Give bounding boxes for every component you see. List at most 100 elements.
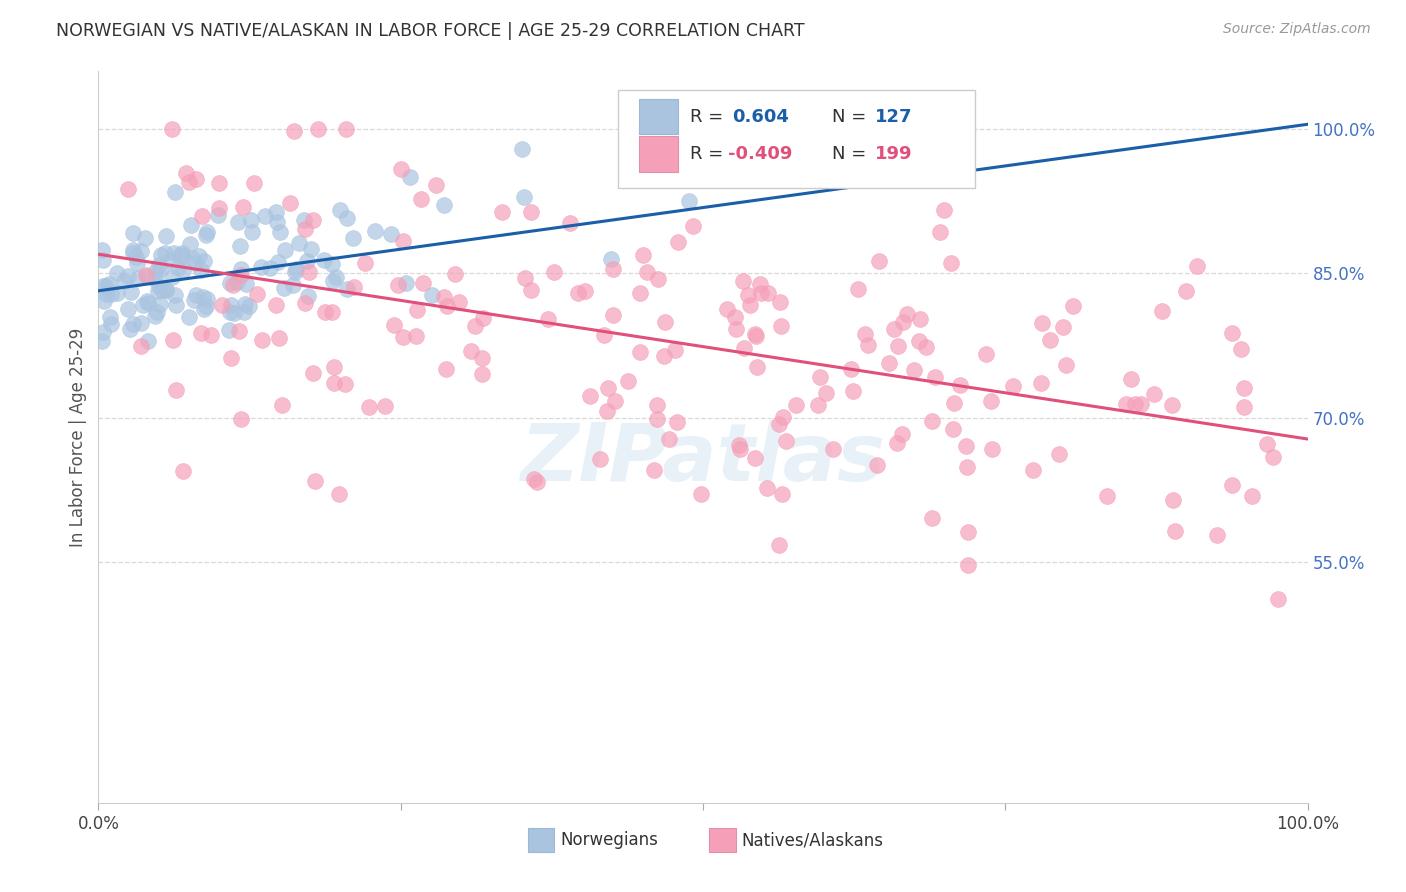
Point [91,244,114,258]
Point [150,283,173,297]
Point [491,205,513,219]
Point [180,218,202,232]
Point [1174,284,1197,298]
Point [636,265,658,279]
Point [163,245,186,260]
Point [560,216,582,230]
Point [125,256,148,270]
Point [297,288,319,302]
Point [406,303,429,318]
Point [266,298,288,312]
Point [605,394,627,409]
Point [807,398,830,412]
Text: R =: R = [690,108,728,126]
Point [471,351,494,365]
Point [678,194,700,208]
Text: NORWEGIAN VS NATIVE/ALASKAN IN LABOR FORCE | AGE 25-29 CORRELATION CHART: NORWEGIAN VS NATIVE/ALASKAN IN LABOR FOR… [56,22,804,40]
Point [163,185,186,199]
Point [193,302,215,317]
Point [980,442,1002,456]
Point [724,310,747,324]
Point [737,288,759,302]
Point [447,295,470,310]
Point [730,442,752,456]
Point [232,201,254,215]
Point [389,161,412,176]
Point [266,215,288,229]
Point [121,226,143,240]
Point [1152,304,1174,318]
Point [190,262,212,277]
Point [433,290,456,304]
Point [596,404,619,418]
Point [208,201,231,215]
Point [666,235,689,249]
Point [169,248,191,262]
Point [165,288,187,302]
Point [682,219,704,234]
Point [304,475,326,489]
Point [738,297,761,311]
Point [921,414,943,428]
Point [155,283,177,297]
Point [322,376,344,390]
Point [1185,259,1208,273]
Point [769,318,792,333]
Point [1039,333,1062,347]
Point [412,276,434,290]
Bar [709,829,735,852]
Point [1054,358,1077,372]
Point [229,412,252,426]
Point [725,322,748,336]
Point [218,323,240,337]
Point [195,299,218,313]
Point [221,277,243,292]
Point [956,558,979,573]
Text: Natives/Alaskans: Natives/Alaskans [742,831,884,849]
Point [143,272,166,286]
Point [187,249,209,263]
Point [150,248,173,262]
Bar [527,829,554,852]
Text: 127: 127 [875,108,912,126]
Text: N =: N = [832,108,872,126]
Point [299,242,322,256]
Point [325,270,347,285]
Point [259,260,281,275]
Point [195,292,218,306]
Point [200,327,222,342]
Point [647,272,669,286]
Point [856,337,879,351]
Point [100,317,122,331]
Point [174,166,197,180]
Point [839,362,862,376]
Point [928,225,950,239]
Point [471,368,494,382]
Point [628,344,651,359]
Point [433,198,456,212]
Point [364,224,387,238]
Point [121,285,143,300]
Point [520,205,543,219]
Point [229,268,252,282]
Point [250,333,273,347]
Point [921,511,943,525]
Text: N =: N = [832,145,872,163]
Point [267,255,290,269]
Point [219,297,242,311]
Point [235,277,257,292]
Point [117,268,139,283]
Point [980,394,1002,409]
Point [471,310,494,325]
Point [195,226,218,240]
Point [307,122,329,136]
Point [903,363,925,377]
Bar [638,136,678,171]
Point [207,208,229,222]
Point [942,396,965,410]
Point [146,304,169,318]
Point [98,310,121,324]
Point [117,182,139,196]
Point [91,279,114,293]
Point [733,341,755,355]
